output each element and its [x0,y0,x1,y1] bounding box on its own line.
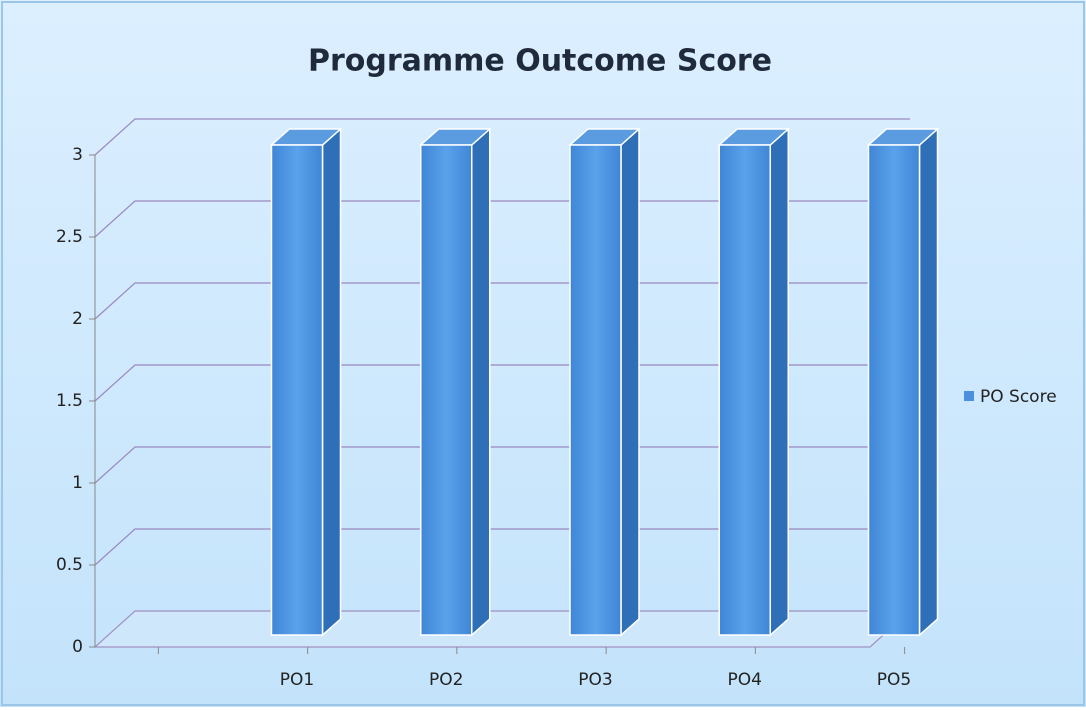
grid-line [94,282,910,320]
bar-side [321,127,342,637]
legend-label: PO Score [980,387,1057,407]
bar [718,144,771,636]
legend-swatch [964,391,974,401]
x-tick-label: PO2 [429,670,463,690]
y-tick-label: 1 [72,473,83,493]
grid-line [94,200,910,238]
x-tick-label: PO1 [280,670,314,690]
bar [867,144,921,636]
y-tick-label: 1.5 [56,391,83,411]
bar-side [918,127,939,637]
y-tick-label: 0 [72,637,83,657]
x-tick-label: PO3 [578,670,612,690]
bar-side [620,127,640,637]
chart-title: Programme Outcome Score [308,44,772,79]
bar [420,144,473,636]
bar [270,144,324,636]
grid-line [94,364,910,402]
bar-side [769,127,789,637]
y-tick-label: 2 [72,309,83,329]
y-tick-label: 0.5 [56,555,83,575]
x-tick-label: PO4 [728,670,762,690]
grid-line [94,446,910,484]
x-tick-label: PO5 [877,670,911,690]
y-tick-label: 3 [72,145,83,165]
grid-line [94,528,910,566]
y-tick-label: 2.5 [56,227,83,247]
bar [569,144,622,636]
grid-line [94,118,910,156]
bar-side [471,127,491,637]
